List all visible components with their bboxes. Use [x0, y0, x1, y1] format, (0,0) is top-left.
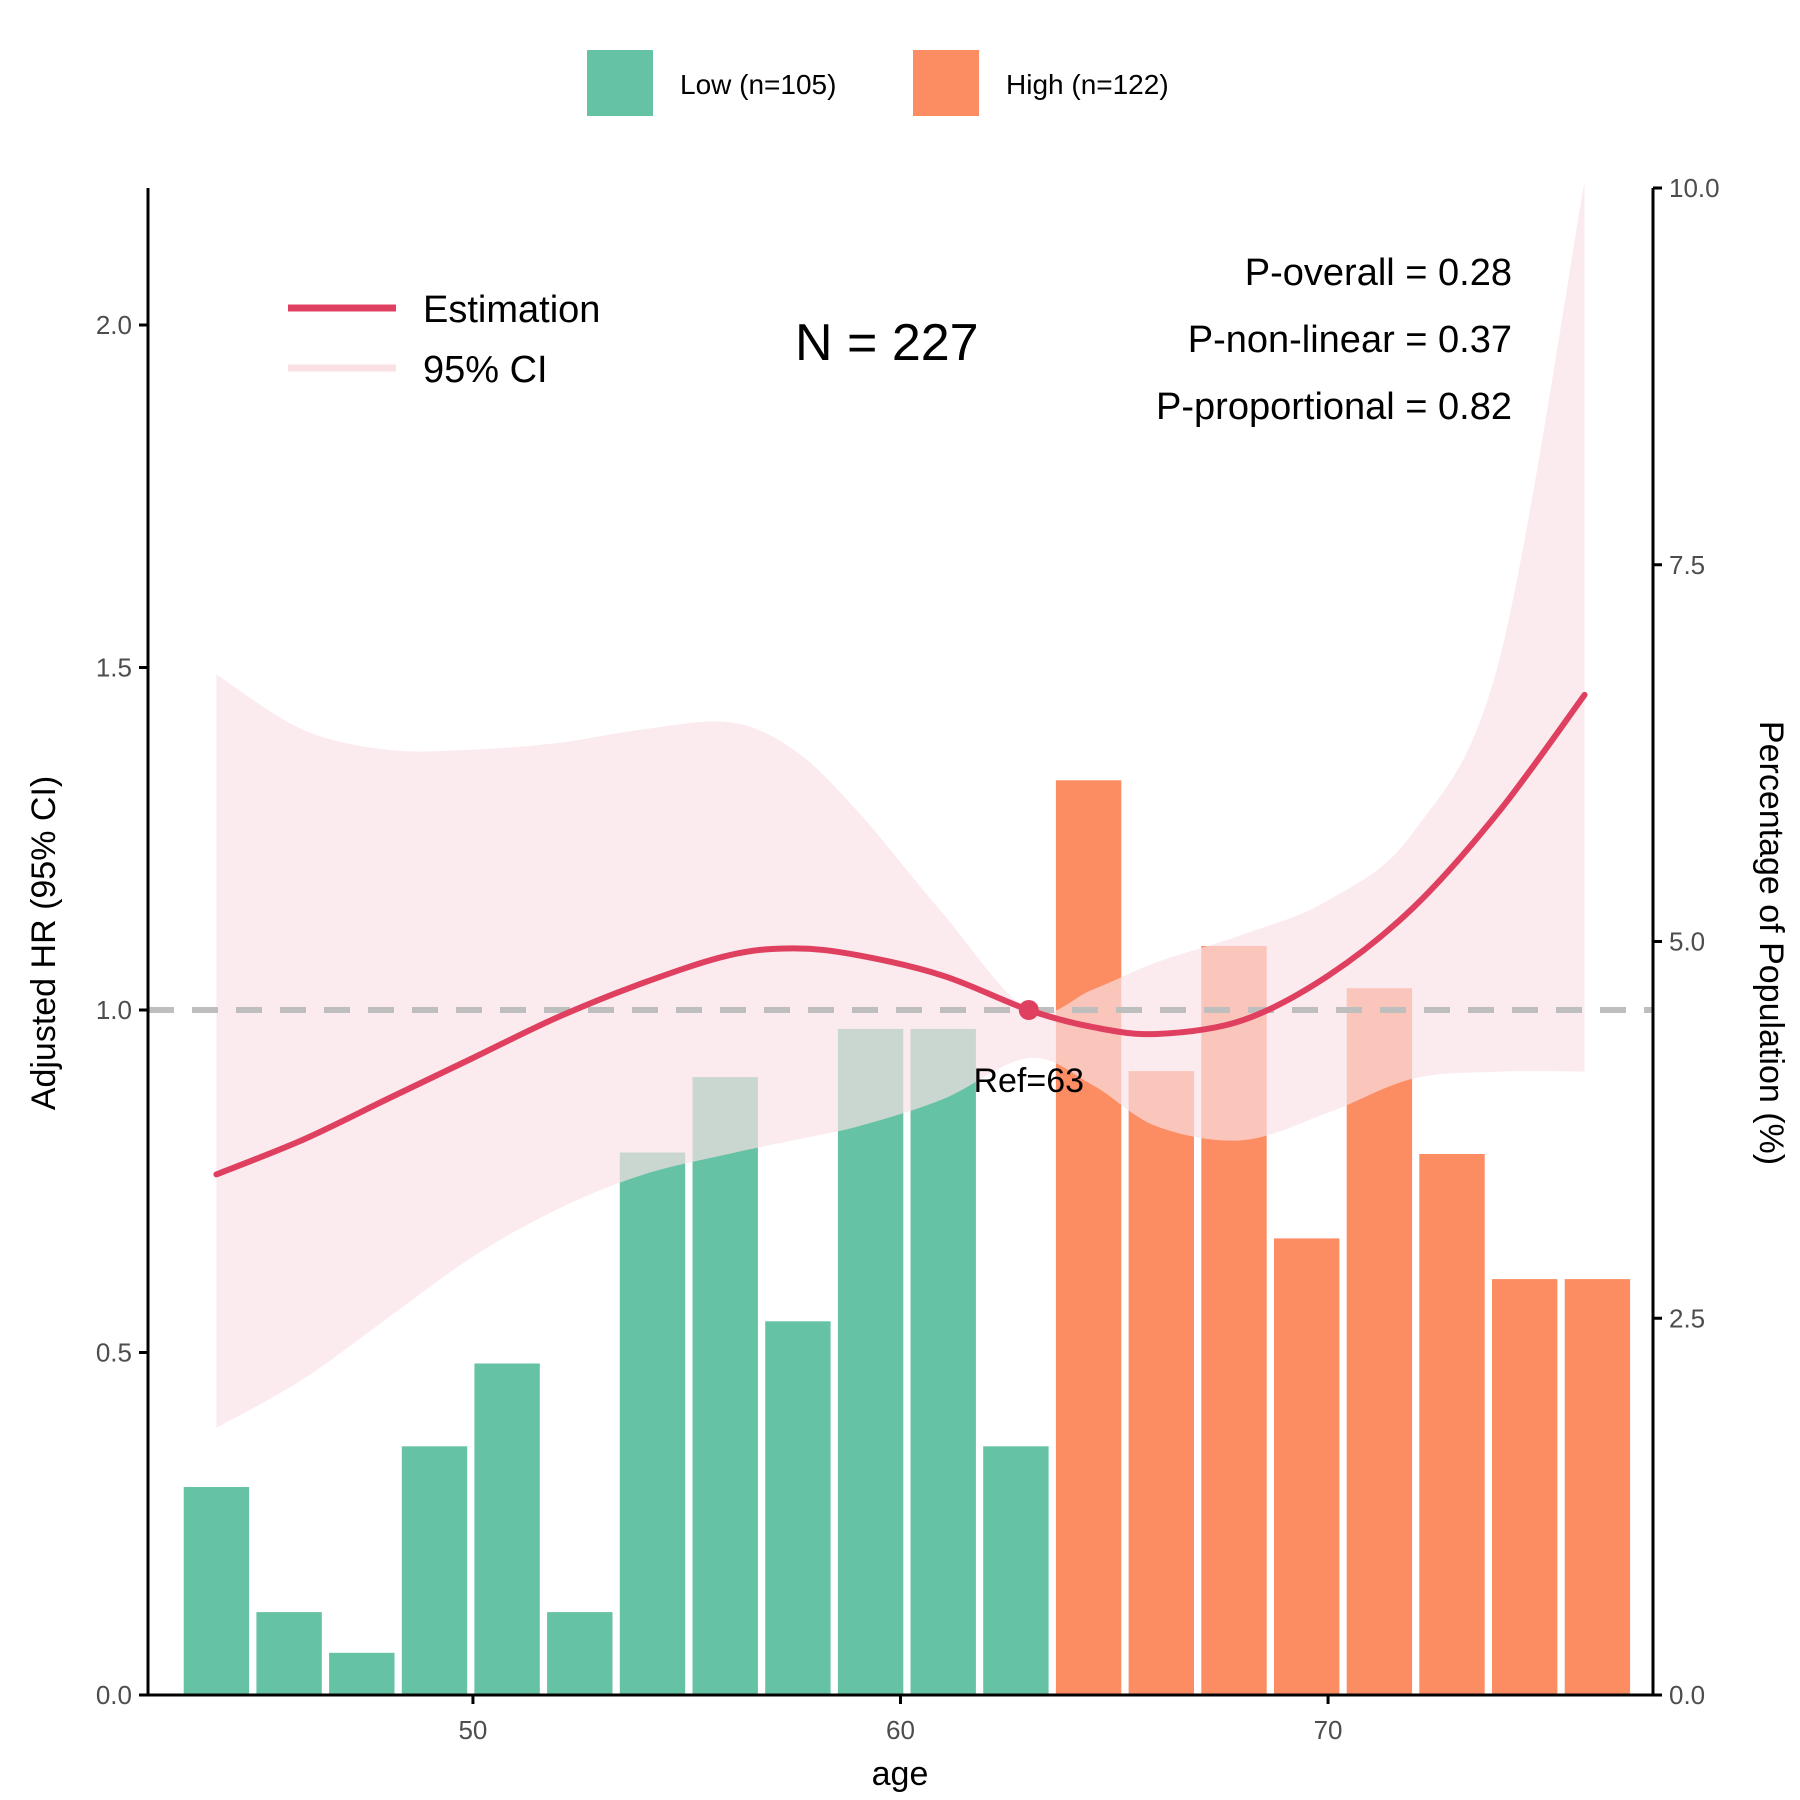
- histogram-bar-low: [765, 1321, 831, 1695]
- histogram-bar-low: [983, 1446, 1049, 1695]
- y2-tick-label: 7.5: [1669, 550, 1705, 580]
- histogram-bar-low: [910, 1028, 976, 1695]
- stat-p-proportional: P-proportional = 0.82: [1156, 386, 1512, 428]
- y-tick-label: 0.0: [96, 1680, 132, 1710]
- histogram-bar-high: [1274, 1238, 1340, 1695]
- y-tick-label: 2.0: [96, 310, 132, 340]
- legend-label-low: Low (n=105): [680, 69, 836, 100]
- x-tick-label: 50: [458, 1715, 487, 1745]
- histogram-bar-high: [1492, 1279, 1558, 1695]
- x-axis-title: age: [872, 1755, 929, 1793]
- histogram-bar-high: [1128, 1071, 1194, 1695]
- histogram-bar-low: [329, 1652, 395, 1695]
- legend-swatch-high: [913, 50, 979, 116]
- histogram-bar-low: [547, 1612, 613, 1695]
- stat-p-nonlinear: P-non-linear = 0.37: [1188, 319, 1512, 361]
- plot-area: Ref=63: [148, 181, 1653, 1695]
- reference-label: Ref=63: [973, 1062, 1084, 1100]
- x-tick-label: 70: [1314, 1715, 1343, 1745]
- y2-tick-label: 0.0: [1669, 1680, 1705, 1710]
- histogram-bar-high: [1055, 780, 1122, 1695]
- y-tick-label: 1.0: [96, 995, 132, 1025]
- legend-swatch-low: [587, 50, 653, 116]
- histogram-bar-high: [1564, 1279, 1631, 1695]
- y2-tick-label: 5.0: [1669, 927, 1705, 957]
- axis-ticks: 50 60 70 0.0 0.5 1.0 1.5 2.0 0.0 2.5 5.0 7.5 10.0: [96, 173, 1720, 1745]
- histogram-bar-low: [837, 1028, 904, 1695]
- estimation-line: [213, 691, 1588, 1178]
- legend-label-high: High (n=122): [1006, 69, 1169, 100]
- histogram-bar-high: [1346, 988, 1413, 1695]
- histogram-bar-high: [1419, 1154, 1485, 1695]
- legend-label-ci: 95% CI: [423, 349, 548, 391]
- y2-axis-title: Percentage of Population (%): [1752, 721, 1790, 1165]
- histogram-bar-low: [474, 1363, 540, 1695]
- n-annotation: N = 227: [795, 314, 979, 372]
- histogram-bar-low: [401, 1446, 468, 1695]
- histogram-bar-low: [256, 1612, 322, 1695]
- reference-point: [1018, 1000, 1039, 1020]
- histogram-bar-low: [619, 1152, 686, 1695]
- y-axis-title: Adjusted HR (95% CI): [25, 776, 63, 1110]
- y2-tick-label: 2.5: [1669, 1303, 1705, 1333]
- legend-label-estimation: Estimation: [423, 289, 600, 331]
- y2-tick-label: 10.0: [1669, 173, 1720, 203]
- line-legend: Estimation 95% CI: [288, 289, 600, 391]
- histogram-bar-low: [183, 1487, 250, 1695]
- y-tick-label: 0.5: [96, 1338, 132, 1368]
- histogram-bar-low: [692, 1077, 758, 1695]
- ci-band: [216, 181, 1585, 1428]
- stat-p-overall: P-overall = 0.28: [1245, 252, 1512, 294]
- y-tick-label: 1.5: [96, 653, 132, 683]
- x-tick-label: 60: [886, 1715, 915, 1745]
- group-legend: Low (n=105) High (n=122): [587, 50, 1169, 116]
